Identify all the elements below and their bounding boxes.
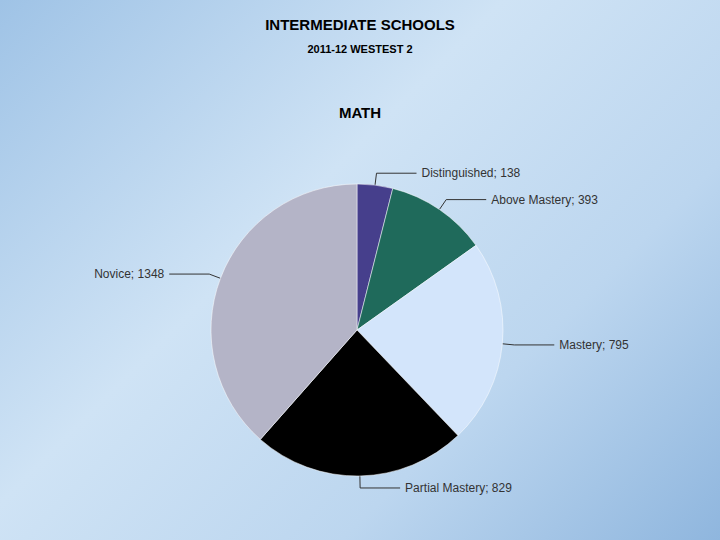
svg-text:INTERMEDIATE SCHOOLS: INTERMEDIATE SCHOOLS (265, 16, 455, 33)
svg-text:Above Mastery; 393: Above Mastery; 393 (491, 193, 598, 207)
svg-text:2011-12 WESTEST 2: 2011-12 WESTEST 2 (307, 43, 412, 55)
svg-text:Distinguished; 138: Distinguished; 138 (422, 166, 521, 180)
svg-text:Mastery; 795: Mastery; 795 (559, 338, 629, 352)
svg-text:Novice; 1348: Novice; 1348 (94, 267, 164, 281)
svg-text:MATH: MATH (339, 104, 381, 121)
svg-text:Partial Mastery; 829: Partial Mastery; 829 (405, 481, 512, 495)
